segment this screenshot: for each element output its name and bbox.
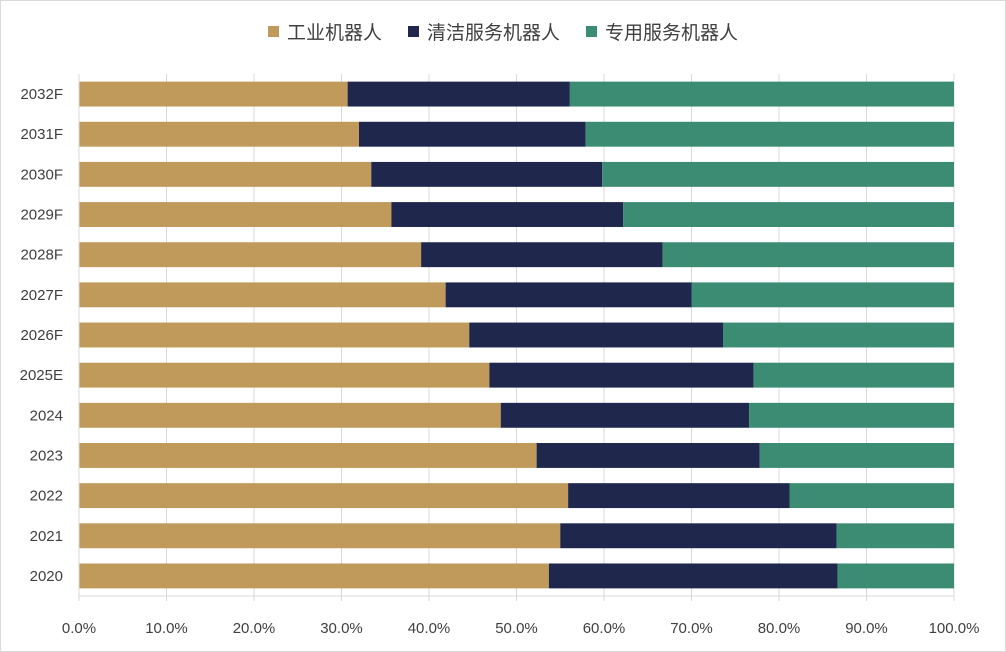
legend-swatch-cleaning xyxy=(407,26,419,37)
y-tick-label: 2025E xyxy=(20,367,63,384)
x-tick-label: 30.0% xyxy=(320,620,363,637)
y-tick-label: 2031F xyxy=(20,126,63,143)
bar-segment xyxy=(79,402,501,428)
x-tick-label: 10.0% xyxy=(145,620,188,637)
x-tick-label: 40.0% xyxy=(408,620,451,637)
legend: 工业机器人 清洁服务机器人 专用服务机器人 xyxy=(0,18,1006,45)
bar-segment xyxy=(836,523,954,549)
bar-segment xyxy=(79,202,392,227)
bar-segment xyxy=(79,563,549,589)
x-tick-label: 20.0% xyxy=(233,620,276,637)
bar-segment xyxy=(79,121,359,147)
bar-segment xyxy=(602,161,954,187)
y-tick-label: 2029F xyxy=(20,207,63,224)
bar-segment xyxy=(568,483,790,509)
bar-segment xyxy=(391,202,624,227)
bar-segment xyxy=(749,402,954,428)
bar-segment xyxy=(662,242,954,268)
bar-segment xyxy=(79,81,348,107)
bar-segment xyxy=(723,322,954,348)
bar-segment xyxy=(500,402,750,428)
bar-segment xyxy=(445,282,692,308)
bar-segment xyxy=(536,443,760,468)
y-tick-label: 2024 xyxy=(30,407,63,424)
bar-segment xyxy=(560,523,837,549)
bar-segment xyxy=(79,523,561,549)
bar-segment xyxy=(469,322,723,348)
bar-segment xyxy=(753,362,954,388)
y-tick-label: 2022 xyxy=(30,488,63,505)
bar-segment xyxy=(79,483,569,509)
y-tick-label: 2021 xyxy=(30,528,63,545)
bar-segment xyxy=(79,161,372,187)
bar-segment xyxy=(691,282,954,308)
bar-segment xyxy=(623,202,954,227)
bar-segment xyxy=(759,443,954,468)
y-tick-label: 2027F xyxy=(20,287,63,304)
bar-segment xyxy=(371,161,603,187)
legend-label-specialized: 专用服务机器人 xyxy=(605,22,739,44)
bar-segment xyxy=(837,563,954,589)
legend-label-cleaning: 清洁服务机器人 xyxy=(426,22,560,44)
legend-swatch-specialized xyxy=(586,26,597,37)
bar-segment xyxy=(79,362,490,388)
bar-segment xyxy=(489,362,754,388)
bar-segment xyxy=(359,121,586,147)
bar-segment xyxy=(585,121,954,147)
x-tick-label: 80.0% xyxy=(758,620,801,637)
x-tick-label: 60.0% xyxy=(583,620,626,637)
x-tick-label: 90.0% xyxy=(845,620,888,637)
legend-item-cleaning: 清洁服务机器人 xyxy=(407,18,560,45)
legend-swatch-industrial xyxy=(267,26,279,37)
bar-segment xyxy=(548,563,838,589)
y-tick-label: 2026F xyxy=(20,327,63,344)
bar-segment xyxy=(789,483,954,509)
legend-item-industrial: 工业机器人 xyxy=(267,18,382,45)
bar-segment xyxy=(569,81,954,107)
bar-segment xyxy=(79,322,470,348)
x-tick-label: 70.0% xyxy=(670,620,713,637)
bar-segment xyxy=(347,81,570,107)
x-tick-label: 50.0% xyxy=(495,620,538,637)
bar-segment xyxy=(79,242,422,268)
x-tick-label: 0.0% xyxy=(62,620,96,637)
legend-label-industrial: 工业机器人 xyxy=(286,22,382,44)
legend-item-specialized: 专用服务机器人 xyxy=(586,18,738,45)
bar-segment xyxy=(421,242,663,268)
y-tick-label: 2032F xyxy=(20,86,63,103)
y-tick-label: 2030F xyxy=(20,166,63,183)
x-tick-label: 100.0% xyxy=(929,620,980,637)
bar-segment xyxy=(79,443,537,468)
bar-segment xyxy=(79,282,446,308)
y-tick-label: 2023 xyxy=(30,447,63,464)
y-tick-label: 2020 xyxy=(30,568,63,585)
y-tick-label: 2028F xyxy=(20,247,63,264)
